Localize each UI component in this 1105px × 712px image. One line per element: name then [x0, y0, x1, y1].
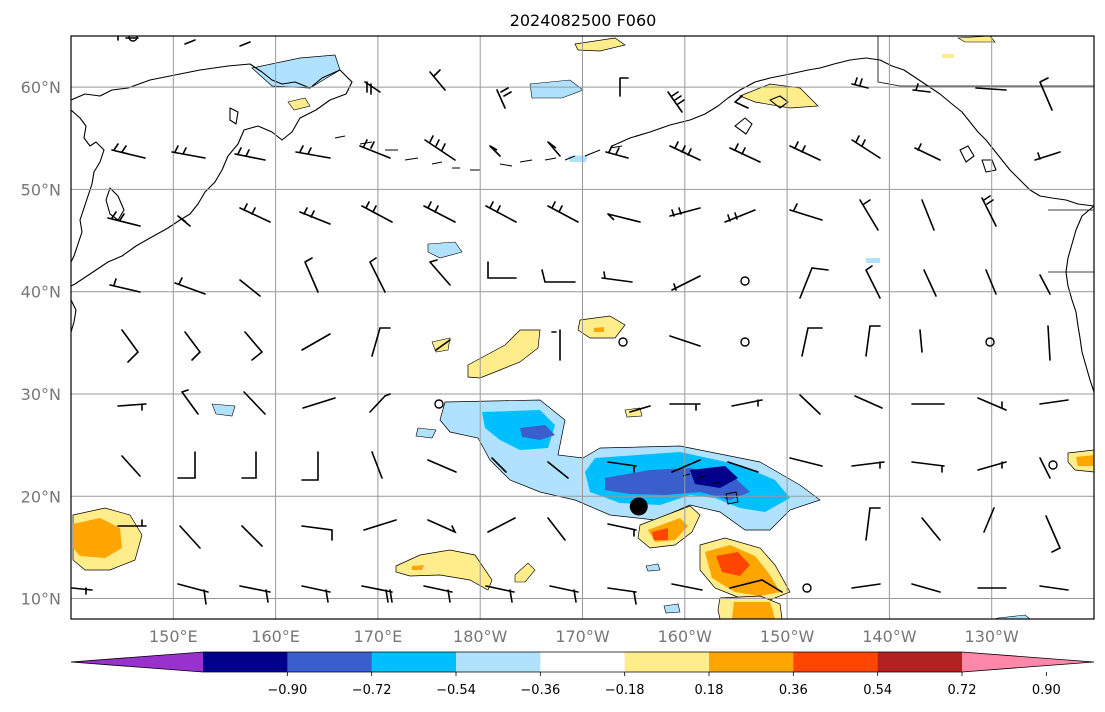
- colorbar: −0.90 −0.72 −0.54 −0.36 −0.18 0.18 0.36 0.54 0.7…: [70, 651, 1095, 698]
- colorbar-tick-label: 0.18: [695, 683, 724, 698]
- map-title: 2024082500 F060: [510, 11, 657, 30]
- longitude-labels: 150°E 160°E 170°E 180°W 170°W 160°W 150°W 140°W…: [149, 627, 1019, 646]
- lon-label: 140°W: [862, 627, 917, 646]
- lat-label: 40°N: [21, 283, 61, 302]
- colorbar-segment: [624, 652, 710, 672]
- colorbar-tick-label: −0.90: [267, 683, 307, 698]
- colorbar-segment: [540, 652, 626, 672]
- colorbar-segment: [371, 652, 457, 672]
- colorbar-tick-label: −0.72: [352, 683, 392, 698]
- lon-label: 160°W: [658, 627, 713, 646]
- colorbar-segment: [287, 652, 373, 672]
- storm-center-marker: [629, 497, 648, 516]
- colorbar-segment: [203, 652, 288, 672]
- lon-label: 150°W: [760, 627, 815, 646]
- colorbar-tick-label: 0.72: [948, 683, 977, 698]
- lon-label: 170°E: [354, 627, 403, 646]
- colorbar-tick-label: 0.54: [863, 683, 892, 698]
- colorbar-tick-label: 0.36: [779, 683, 808, 698]
- lat-label: 50°N: [21, 180, 61, 199]
- lat-label: 30°N: [21, 385, 61, 404]
- colorbar-segment: [456, 652, 541, 672]
- lat-label: 20°N: [21, 487, 61, 506]
- colorbar-segment: [877, 652, 963, 672]
- lon-label: 170°W: [555, 627, 610, 646]
- colorbar-lower-extension: [71, 652, 203, 672]
- latitude-labels: 10°N 20°N 30°N 40°N 50°N 60°N: [21, 78, 61, 608]
- colorbar-segment: [793, 652, 879, 672]
- coastlines: [71, 36, 1094, 505]
- map-panel: [71, 36, 1094, 619]
- lon-label: 130°W: [965, 627, 1020, 646]
- colorbar-tick-label: −0.18: [605, 683, 645, 698]
- lon-label: 180°W: [453, 627, 508, 646]
- wind-barbs: [71, 36, 1069, 605]
- map-frame: [70, 35, 1095, 620]
- colorbar-upper-extension: [962, 652, 1094, 672]
- lat-label: 10°N: [21, 590, 61, 609]
- lat-label: 60°N: [21, 78, 61, 97]
- colorbar-tick-label: −0.36: [520, 683, 560, 698]
- colorbar-tick-label: 0.90: [1032, 683, 1061, 698]
- colorbar-tick-label: −0.54: [436, 683, 476, 698]
- lon-label: 150°E: [149, 627, 198, 646]
- lon-label: 160°E: [251, 627, 300, 646]
- graticule: [71, 36, 1094, 619]
- colorbar-outline: [70, 651, 1095, 673]
- colorbar-segment: [709, 652, 794, 672]
- calm-wind-circles: [128, 36, 1058, 593]
